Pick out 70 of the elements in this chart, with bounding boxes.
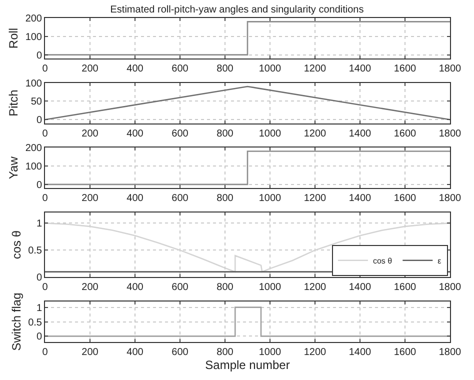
- x-tick-label: 1000: [258, 282, 282, 294]
- y-axis-title: Yaw: [6, 156, 21, 180]
- x-tick-label: 600: [172, 282, 189, 294]
- x-tick-label: 1600: [394, 64, 417, 74]
- x-tick-label: 800: [216, 193, 234, 204]
- x-axis-title: Sample number: [205, 358, 290, 372]
- x-tick-label: 1400: [348, 193, 372, 204]
- y-tick-label: 100: [25, 162, 42, 173]
- x-tick-label: 800: [216, 347, 234, 358]
- x-tick-label: 1800: [438, 193, 462, 204]
- x-tick-label: 1800: [438, 347, 462, 358]
- x-tick-label: 1600: [394, 347, 417, 358]
- legend-label: cos θ: [372, 256, 393, 266]
- x-tick-label: 600: [172, 64, 189, 74]
- x-tick-label: 1200: [304, 282, 327, 294]
- x-tick-label: 1200: [304, 347, 327, 358]
- y-tick-label: 1: [36, 218, 42, 230]
- x-tick-label: 1800: [438, 282, 462, 294]
- y-tick-label: 0: [36, 115, 42, 126]
- x-tick-label: 1400: [348, 128, 372, 140]
- y-tick-label: 200: [25, 143, 42, 154]
- x-tick-label: 1600: [394, 282, 417, 294]
- x-tick-label: 1200: [304, 128, 327, 140]
- x-tick-label: 200: [82, 128, 99, 140]
- x-tick-label: 1400: [348, 64, 372, 74]
- y-tick-label: 0.5: [28, 246, 42, 257]
- x-tick-label: 400: [126, 193, 144, 204]
- y-tick-label: 50: [30, 96, 42, 108]
- x-tick-label: 400: [126, 64, 144, 74]
- y-tick-label: 200: [25, 14, 42, 24]
- y-tick-label: 0.5: [28, 317, 42, 328]
- x-tick-label: 1200: [304, 193, 327, 204]
- x-tick-label: 600: [172, 128, 189, 140]
- x-tick-label: 800: [216, 282, 234, 294]
- x-tick-label: 1400: [348, 282, 372, 294]
- legend-label: ε: [438, 256, 442, 266]
- x-tick-label: 200: [82, 64, 99, 74]
- x-tick-label: 1600: [394, 193, 417, 204]
- x-tick-label: 400: [126, 128, 144, 140]
- x-tick-label: 400: [126, 282, 144, 294]
- y-axis-title: Pitch: [6, 90, 21, 116]
- x-tick-label: 1000: [258, 128, 282, 140]
- y-axis-title: cos θ: [9, 230, 24, 260]
- x-tick-label: 200: [82, 347, 99, 358]
- x-tick-label: 1000: [258, 193, 282, 204]
- x-tick-label: 400: [126, 347, 144, 358]
- x-tick-label: 1200: [304, 64, 327, 74]
- y-tick-label: 100: [25, 78, 42, 90]
- x-tick-label: 1600: [394, 128, 417, 140]
- y-tick-label: 100: [25, 32, 42, 43]
- y-tick-label: 0: [36, 332, 42, 343]
- x-tick-label: 200: [82, 282, 99, 294]
- y-tick-label: 0: [36, 50, 42, 62]
- y-axis-title: Switch flag: [9, 292, 24, 351]
- x-tick-label: 1800: [438, 64, 462, 74]
- x-tick-label: 1800: [438, 128, 462, 140]
- x-tick-label: 800: [216, 128, 234, 140]
- x-tick-label: 600: [172, 347, 189, 358]
- x-tick-label: 200: [82, 193, 99, 204]
- x-tick-label: 800: [216, 64, 234, 74]
- x-tick-label: 1000: [258, 347, 282, 358]
- x-tick-label: 600: [172, 193, 189, 204]
- x-tick-label: 1400: [348, 347, 372, 358]
- y-tick-label: 0: [36, 180, 42, 191]
- y-axis-title: Roll: [6, 28, 21, 49]
- x-tick-label: 1000: [258, 64, 282, 74]
- y-tick-label: 0: [36, 272, 42, 284]
- line-series: [45, 222, 450, 272]
- chart-title: Estimated roll-pitch-yaw angles and singularity conditions: [110, 4, 364, 16]
- y-tick-label: 1: [36, 302, 42, 314]
